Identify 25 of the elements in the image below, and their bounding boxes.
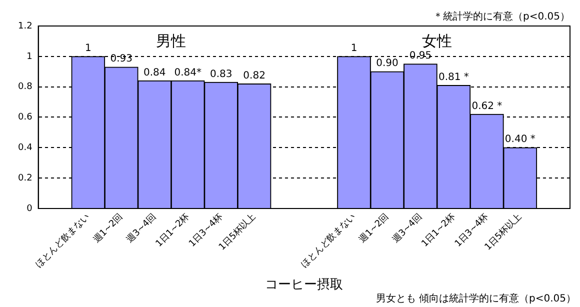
- y-tick-label: 0.8: [18, 82, 33, 92]
- y-tick-label: 1.2: [18, 21, 32, 32]
- y-tick-label: 0.4: [18, 142, 33, 153]
- y-tick-label: 0: [26, 204, 33, 214]
- data-label: 1: [350, 43, 358, 54]
- x-tick-label: ほとんど飲まない: [33, 211, 92, 270]
- data-label: 0.84*: [174, 67, 202, 78]
- x-tick-label: ほとんど飲まない: [299, 211, 358, 270]
- data-label: 0.90: [376, 58, 398, 70]
- text: 男女とも 傾向は統計学的に有意（p<0.05）: [376, 292, 576, 305]
- x-axis-title: コーヒー摂取: [265, 277, 344, 292]
- y-tick-label: 0.6: [18, 112, 33, 123]
- data-label: 1: [84, 43, 92, 54]
- data-label: 0.82: [243, 70, 266, 82]
- text: ＊統計学的に有意（p<0.05）: [433, 10, 570, 23]
- y-tick-label: 1: [26, 52, 32, 62]
- data-label: 0.83: [210, 68, 232, 80]
- data-label: 0.62 *: [472, 100, 502, 112]
- data-label: 0.95: [409, 50, 432, 62]
- data-label: 0.81 *: [438, 72, 469, 83]
- annotation: 男性: [156, 32, 186, 50]
- data-label: 0.40 *: [504, 134, 536, 146]
- data-label: 0.84: [143, 67, 166, 78]
- annotation: 女性: [422, 32, 452, 50]
- y-tick-label: 0.2: [18, 173, 32, 184]
